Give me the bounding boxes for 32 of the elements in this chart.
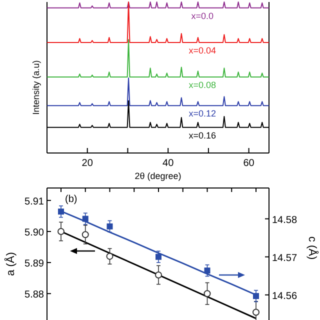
point [204,290,211,298]
point [58,228,64,235]
point [82,216,88,222]
y2-axis-title: c (Å) [306,236,319,260]
y2-tick-label: 14.56 [272,290,298,302]
y-tick-label: 5.91 [24,196,44,208]
x-tick-label: 20 [82,158,94,169]
x-tick-label: 60 [243,158,255,169]
point [106,223,113,230]
y-tick-label: 5.88 [24,290,44,301]
y-tick-label: 5.90 [24,227,44,238]
y-axis-title: a (Å) [4,252,17,276]
series-label: x=0.0 [191,10,214,21]
point [253,293,259,300]
point [252,308,260,316]
point [156,254,162,260]
series-label: x=0.16 [188,130,216,140]
point [82,231,89,238]
series-label: x=0.08 [188,80,216,90]
series-label: x=0.12 [188,108,216,119]
y-axis-title: Intensity (a.u) [31,60,41,115]
series-label: x=0.04 [188,45,216,56]
y2-tick-label: 14.57 [272,252,298,264]
point [204,268,210,274]
annotation: (b) [65,194,78,205]
point [58,208,64,215]
y-tick-label: 5.89 [24,258,44,270]
x-axis-title: 2θ (degree) [134,171,182,181]
point [155,271,162,278]
x-tick-label: 40 [162,158,174,169]
point [106,252,114,260]
y2-tick-label: 14.58 [272,214,298,226]
